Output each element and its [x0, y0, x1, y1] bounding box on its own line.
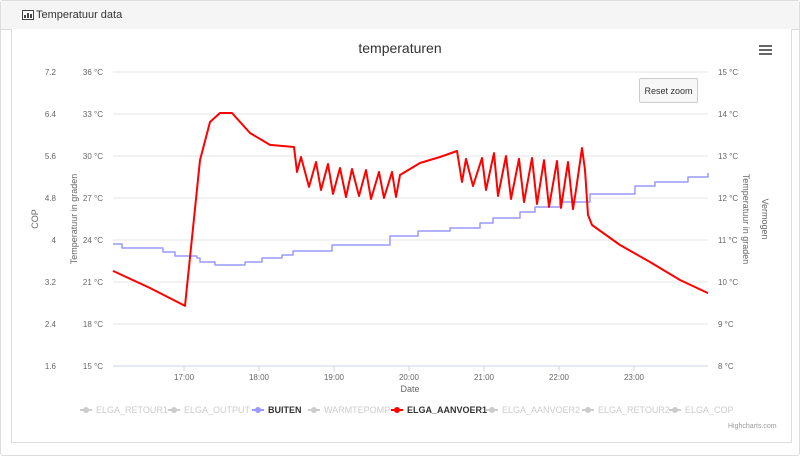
- legend-symbol-icon: [80, 406, 92, 414]
- legend-item-elga-aanvoer1[interactable]: ELGA_AANVOER1: [391, 405, 487, 415]
- temp-tick-label: 24 °C: [83, 236, 103, 245]
- x-tick-label: 20:00: [399, 373, 420, 382]
- legend-symbol-icon: [252, 406, 264, 414]
- legend-item-elga-retour1[interactable]: ELGA_RETOUR1: [80, 405, 168, 415]
- temp-axis-title-right: Temperatuur in graden: [741, 174, 751, 265]
- cop-axis-title: COP: [30, 209, 40, 229]
- legend-symbol-icon: [168, 406, 180, 414]
- legend-label: ELGA_COP: [685, 405, 734, 415]
- legend-item-buiten[interactable]: BUITEN: [252, 405, 302, 415]
- x-tick-label: 18:00: [249, 373, 270, 382]
- power-axis-title: Vermogen: [760, 198, 770, 239]
- cop-tick-label: 4: [52, 236, 57, 245]
- temp-right-tick-label: 12 °C: [718, 194, 738, 203]
- legend-symbol-icon: [391, 406, 403, 414]
- legend-item-elga-cop[interactable]: ELGA_COP: [669, 405, 734, 415]
- highcharts-credit[interactable]: Highcharts.com: [728, 423, 777, 430]
- temp-tick-label: 36 °C: [83, 68, 103, 77]
- legend-symbol-icon: [486, 406, 498, 414]
- temp-tick-label: 33 °C: [83, 110, 103, 119]
- legend-label: ELGA_RETOUR2: [598, 405, 670, 415]
- series-line-elga-aanvoer1[interactable]: [112, 112, 709, 307]
- temp-right-tick-label: 9 °C: [718, 320, 734, 329]
- temp-right-tick-label: 8 °C: [718, 362, 734, 371]
- hamburger-menu-icon[interactable]: [759, 45, 772, 57]
- x-tick-label: 21:00: [474, 373, 495, 382]
- legend-symbol-icon: [308, 406, 320, 414]
- temp-right-tick-label: 15 °C: [718, 68, 738, 77]
- cop-tick-label: 2.4: [45, 320, 57, 329]
- temp-tick-label: 21 °C: [83, 278, 103, 287]
- cop-tick-label: 3.2: [45, 278, 57, 287]
- cop-tick-label: 5.6: [45, 152, 57, 161]
- x-tick-label: 22:00: [549, 373, 570, 382]
- panel-header: Temperatuur data: [1, 1, 799, 30]
- x-axis-title: Date: [400, 384, 419, 394]
- legend-label: ELGA_AANVOER1: [407, 405, 488, 415]
- legend-symbol-icon: [582, 406, 594, 414]
- temp-right-tick-label: 10 °C: [718, 278, 738, 287]
- temp-right-tick-label: 13 °C: [718, 152, 738, 161]
- temp-right-tick-label: 11 °C: [718, 236, 738, 245]
- chart-title: temperaturen: [358, 40, 441, 56]
- cop-tick-label: 6.4: [45, 110, 57, 119]
- series-line-buiten[interactable]: [113, 173, 709, 266]
- legend-item-elga-aanvoer2[interactable]: ELGA_AANVOER2: [486, 405, 580, 415]
- legend-item-elga-output[interactable]: ELGA_OUTPUT: [168, 405, 250, 415]
- legend-label: ELGA_AANVOER2: [502, 405, 581, 415]
- legend-item-warmtepomp[interactable]: WARMTEPOMP: [308, 405, 390, 415]
- chart-legend: ELGA_RETOUR1 ELGA_OUTPUT BUITEN WARMTEPOMP E…: [0, 405, 800, 419]
- bar-chart-icon: [22, 10, 34, 20]
- legend-symbol-icon: [669, 406, 681, 414]
- cop-tick-label: 7.2: [45, 68, 57, 77]
- temp-tick-label: 15 °C: [83, 362, 103, 371]
- temp-tick-label: 30 °C: [83, 152, 103, 161]
- panel-title: Temperatuur data: [36, 9, 123, 21]
- temp-tick-label: 18 °C: [83, 320, 103, 329]
- x-tick-label: 23:00: [624, 373, 645, 382]
- legend-label: WARMTEPOMP: [324, 405, 391, 415]
- temp-right-tick-label: 14 °C: [718, 110, 738, 119]
- legend-label: BUITEN: [268, 405, 302, 415]
- reset-zoom-button[interactable]: Reset zoom: [639, 78, 698, 103]
- legend-item-elga-retour2[interactable]: ELGA_RETOUR2: [582, 405, 670, 415]
- legend-label: ELGA_RETOUR1: [96, 405, 168, 415]
- temp-axis-title-left: Temperatuur in graden: [69, 174, 79, 265]
- legend-label: ELGA_OUTPUT: [184, 405, 251, 415]
- cop-tick-label: 1.6: [45, 362, 57, 371]
- x-tick-label: 17:00: [174, 373, 195, 382]
- x-tick-label: 19:00: [324, 373, 345, 382]
- temp-tick-label: 27 °C: [83, 194, 103, 203]
- cop-tick-label: 4.8: [45, 194, 57, 203]
